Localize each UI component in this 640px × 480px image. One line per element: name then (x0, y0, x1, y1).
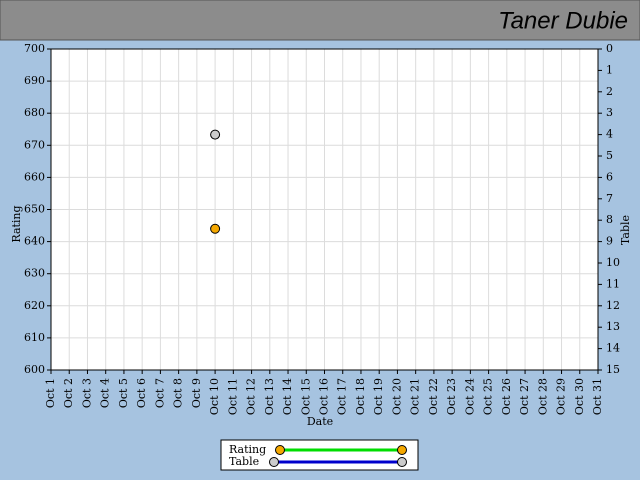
y2-tick-label: 8 (606, 213, 613, 226)
y2-tick-label: 3 (606, 106, 613, 119)
y2-tick-label: 6 (606, 170, 613, 183)
y2-axis-label: Table (619, 215, 632, 245)
y2-tick-label: 2 (606, 85, 613, 98)
x-tick-label: Oct 14 (281, 378, 294, 415)
legend-marker (397, 445, 407, 455)
x-tick-label: Oct 2 (62, 378, 75, 408)
y2-tick-label: 11 (606, 277, 620, 290)
x-tick-label: Oct 11 (226, 378, 239, 415)
x-tick-label: Oct 17 (336, 378, 349, 415)
x-tick-label: Oct 24 (463, 378, 476, 415)
x-tick-label: Oct 29 (555, 378, 568, 415)
y-tick-label: 670 (24, 138, 45, 151)
y2-tick-label: 13 (606, 320, 620, 333)
x-tick-label: Oct 21 (409, 378, 422, 415)
x-tick-label: Oct 18 (354, 378, 367, 415)
y2-tick-label: 1 (606, 63, 613, 76)
x-tick-label: Oct 26 (500, 378, 513, 415)
x-tick-label: Oct 9 (190, 378, 203, 408)
header-bar (0, 0, 640, 41)
legend-label: Table (229, 455, 259, 468)
legend-marker (269, 457, 279, 467)
x-tick-label: Oct 10 (208, 378, 221, 415)
y2-tick-label: 7 (606, 192, 613, 205)
x-tick-label: Oct 7 (153, 378, 166, 408)
x-tick-label: Oct 19 (372, 378, 385, 415)
legend-label: Rating (229, 443, 266, 456)
y-axis-label: Rating (10, 205, 23, 242)
x-tick-label: Oct 16 (318, 378, 331, 415)
x-tick-label: Oct 28 (536, 378, 549, 415)
x-tick-label: Oct 31 (591, 378, 604, 415)
x-tick-label: Oct 6 (135, 378, 148, 408)
header-title: Taner Dubie (498, 7, 628, 34)
y2-tick-label: 15 (606, 363, 620, 376)
x-tick-label: Oct 23 (445, 378, 458, 415)
x-tick-label: Oct 5 (117, 378, 130, 408)
x-tick-label: Oct 4 (99, 378, 112, 408)
y-tick-label: 640 (24, 235, 45, 248)
y2-tick-label: 5 (606, 149, 613, 162)
y2-tick-label: 12 (606, 299, 620, 312)
x-tick-label: Oct 27 (518, 378, 531, 415)
x-tick-label: Oct 8 (172, 378, 185, 408)
legend-marker (275, 445, 285, 455)
legend (220, 439, 419, 471)
y2-tick-label: 0 (606, 42, 613, 55)
y2-tick-label: 9 (606, 235, 613, 248)
x-axis-label: Date (307, 415, 333, 428)
y-tick-label: 620 (24, 299, 45, 312)
plot-border (50, 48, 599, 371)
y-tick-label: 610 (24, 331, 45, 344)
y-tick-label: 680 (24, 106, 45, 119)
data-point (210, 223, 221, 234)
y-tick-label: 660 (24, 170, 45, 183)
legend-marker (397, 457, 407, 467)
y-tick-label: 700 (24, 42, 45, 55)
x-tick-label: Oct 25 (482, 378, 495, 415)
y-tick-label: 630 (24, 267, 45, 280)
data-point (210, 129, 221, 140)
x-tick-label: Oct 30 (573, 378, 586, 415)
y-tick-label: 600 (24, 363, 45, 376)
x-tick-label: Oct 3 (80, 378, 93, 408)
x-tick-label: Oct 20 (390, 378, 403, 415)
y2-tick-label: 10 (606, 256, 620, 269)
x-tick-label: Oct 12 (245, 378, 258, 415)
x-tick-label: Oct 1 (44, 378, 57, 408)
x-tick-label: Oct 22 (427, 378, 440, 415)
y-tick-label: 650 (24, 203, 45, 216)
y2-tick-label: 14 (606, 342, 620, 355)
y-tick-label: 690 (24, 74, 45, 87)
x-tick-label: Oct 13 (263, 378, 276, 415)
x-tick-label: Oct 15 (299, 378, 312, 415)
y2-tick-label: 4 (606, 128, 613, 141)
